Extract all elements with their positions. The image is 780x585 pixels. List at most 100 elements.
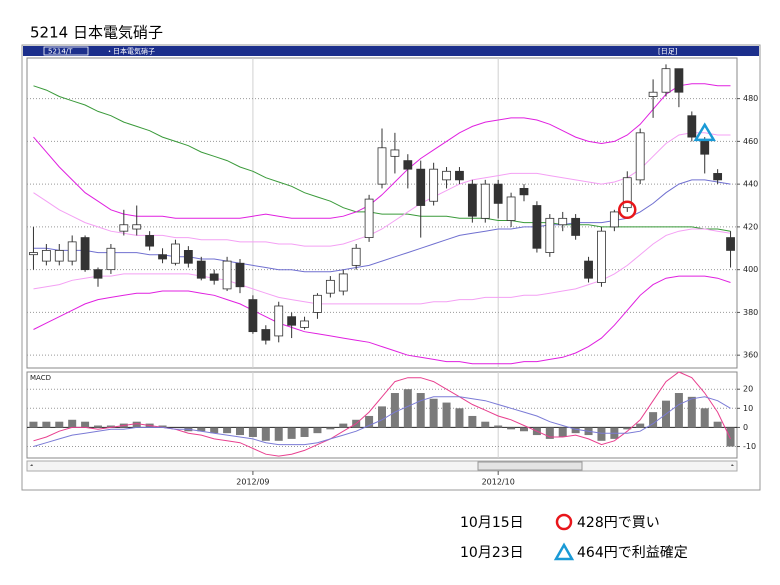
candle-body [132, 224, 142, 230]
candle-body [338, 273, 348, 292]
histogram-bar [416, 393, 425, 428]
histogram-bar [158, 425, 167, 428]
histogram-bar [713, 421, 722, 428]
histogram-bar [390, 393, 399, 428]
histogram-bar [545, 427, 554, 439]
candle-body [480, 183, 490, 219]
panel-label: MACD [30, 374, 51, 382]
histogram-bar [558, 427, 567, 437]
histogram-bar [42, 421, 51, 428]
scrollbar[interactable] [26, 460, 738, 472]
histogram-bar [378, 406, 386, 428]
code-box [43, 46, 89, 56]
indicator-line [33, 275, 731, 365]
histogram-bar [649, 412, 658, 428]
histogram-bar [726, 427, 735, 447]
buy-signal [618, 200, 637, 220]
candle-body [674, 68, 684, 93]
histogram-bar [442, 402, 451, 428]
candle-body [467, 183, 477, 217]
candle-body [80, 237, 90, 271]
y-tick-label: 10 [743, 404, 753, 413]
scroll-right-arrow[interactable] [731, 464, 734, 466]
histogram-bar [55, 421, 64, 428]
histogram-bar [455, 408, 464, 428]
histogram-bar [236, 427, 244, 436]
histogram-bar [687, 396, 696, 428]
histogram-bar [674, 393, 683, 428]
sell-signal [693, 122, 716, 142]
candle-body [377, 147, 387, 185]
candle-body [493, 183, 503, 204]
histogram-bar [429, 398, 438, 428]
histogram-bar [81, 421, 90, 428]
candle-body [687, 115, 697, 138]
candle-body [29, 252, 38, 256]
candle-body [558, 217, 568, 226]
y-tick-label: 400 [743, 265, 758, 274]
histogram-bar [481, 421, 490, 428]
indicator-line [33, 371, 731, 457]
histogram-bar [94, 425, 102, 428]
candle-body [700, 140, 710, 155]
candle-body [584, 260, 593, 279]
y-tick-label: 380 [743, 308, 758, 317]
candle-body [622, 177, 632, 209]
y-tick-label: 420 [743, 222, 758, 231]
candle-body [145, 235, 155, 247]
histogram-bar [597, 427, 606, 441]
histogram-bar [248, 427, 257, 437]
candle-body [661, 68, 671, 93]
header-name: ・日本電気硝子 [106, 47, 155, 56]
candle-body [313, 294, 322, 313]
candle-body [713, 173, 723, 181]
note-date: 10月23日 [460, 545, 524, 561]
y-tick-label: 460 [743, 137, 758, 146]
header-period: [日足] [658, 48, 678, 56]
candle-body [597, 230, 606, 283]
histogram-bar [520, 427, 528, 432]
candle-body [261, 329, 271, 341]
histogram-bar [287, 427, 296, 439]
candle-body [235, 262, 245, 288]
candle-body [545, 217, 555, 253]
histogram-bar [700, 408, 709, 428]
candle-body [609, 211, 619, 228]
macd-panel [26, 371, 738, 459]
histogram-bar [468, 415, 477, 428]
histogram-bar [274, 427, 283, 441]
histogram-bar [261, 427, 270, 441]
histogram-bar [365, 415, 374, 428]
y-tick-label: 440 [743, 180, 758, 189]
indicator-line [33, 228, 731, 305]
x-tick-label: 2012/09 [236, 478, 269, 487]
candle-body [222, 260, 232, 290]
scroll-thumb[interactable] [477, 461, 583, 471]
histogram-bar [210, 427, 219, 434]
y-tick-label: -10 [743, 442, 756, 451]
histogram-bar [326, 427, 335, 430]
note-triangle-icon [553, 542, 575, 561]
histogram-bar [507, 427, 516, 430]
candle-body [158, 254, 167, 260]
candle-body [274, 305, 284, 337]
candle-body [106, 247, 116, 271]
candle-body [325, 279, 335, 294]
indicator-line [33, 83, 731, 219]
candle-body [571, 217, 581, 236]
histogram-bar [339, 423, 348, 428]
candle-body [442, 170, 451, 181]
candle-body [532, 205, 542, 249]
scroll-left-arrow[interactable] [30, 464, 33, 466]
histogram-bar [403, 389, 412, 428]
y-tick-label: 360 [743, 351, 758, 360]
x-tick-label: 2012/10 [482, 478, 515, 487]
candle-body [93, 269, 103, 279]
y-tick-label: 20 [743, 385, 753, 394]
candle-body [635, 132, 645, 181]
indicator-line [33, 396, 731, 447]
candle-body [119, 224, 129, 232]
candle-body [506, 196, 516, 221]
candle-body [300, 320, 309, 328]
